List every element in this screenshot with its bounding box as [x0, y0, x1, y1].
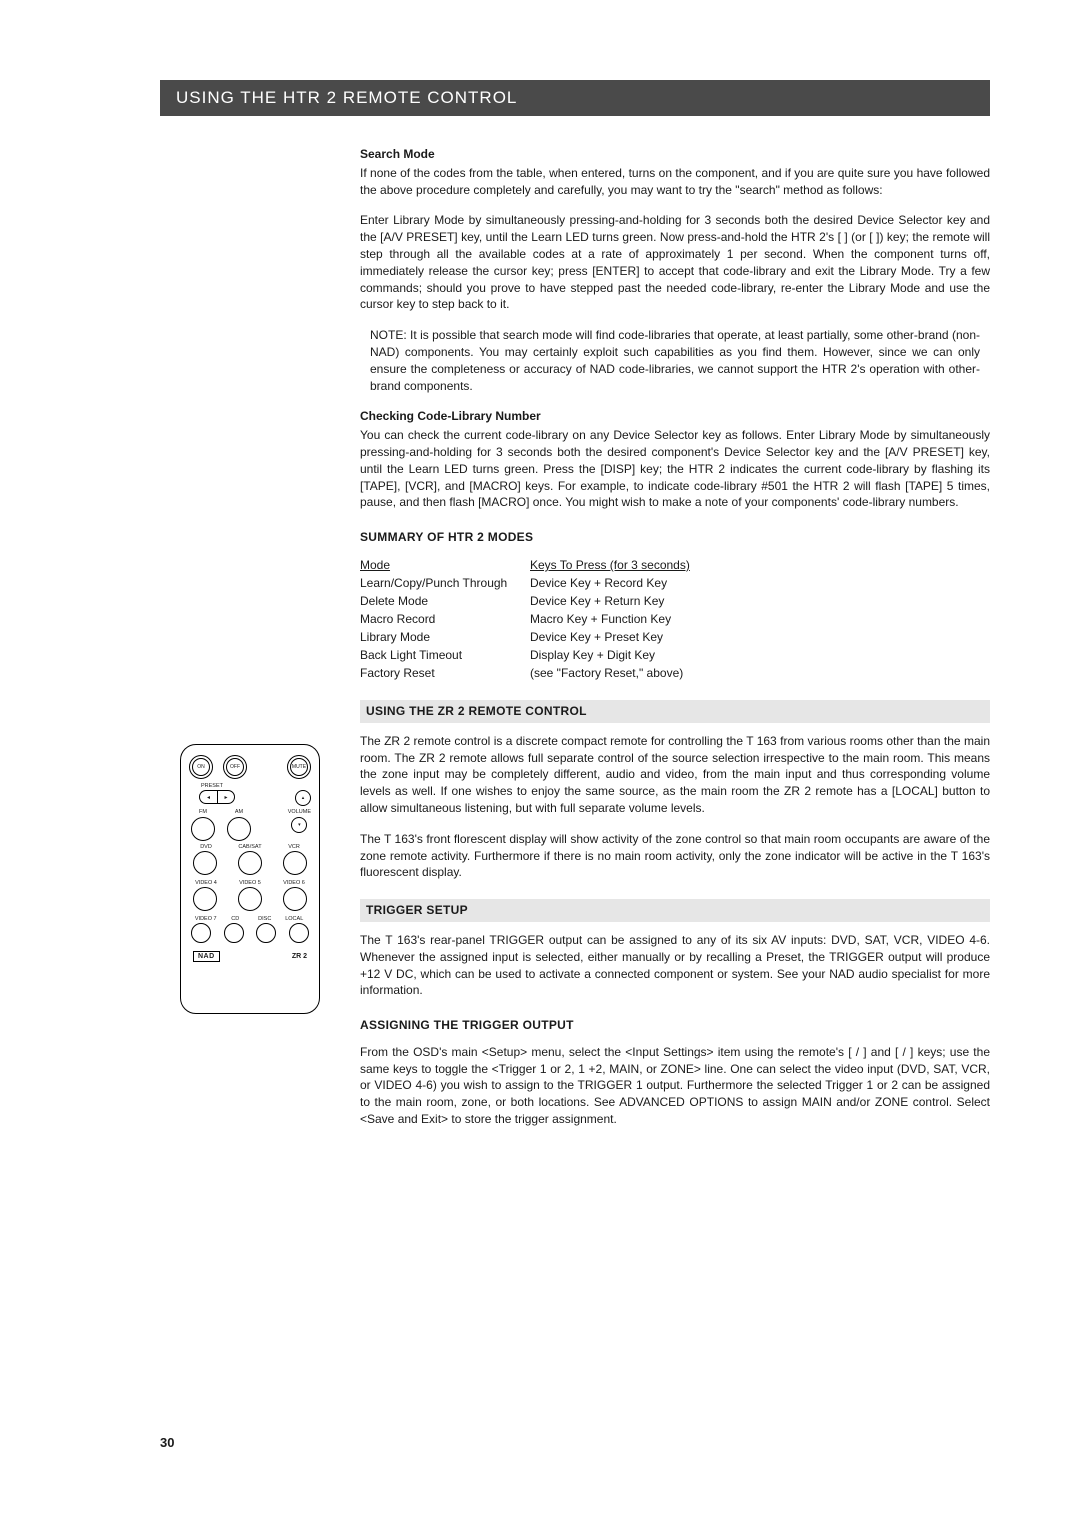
off-button: OFF	[223, 755, 247, 779]
mode-row-c2: Display Key + Digit Key	[530, 646, 990, 664]
note-lead: NOTE:	[370, 328, 407, 342]
modes-col1-head: Mode	[360, 556, 530, 574]
vol-up-button: ▴	[295, 790, 311, 806]
mode-row-c2: Device Key + Record Key	[530, 574, 990, 592]
am-label: AM	[235, 809, 243, 815]
preset-right-button: ▸	[217, 790, 235, 804]
vcr-label: VCR	[279, 844, 309, 850]
local-button	[289, 923, 309, 943]
trigger-body: The T 163's rear-panel TRIGGER output ca…	[360, 932, 990, 999]
volume-label: VOLUME	[288, 809, 311, 815]
local-label: LOCAL	[280, 916, 310, 922]
modes-table: Mode Keys To Press (for 3 seconds) Learn…	[360, 556, 990, 682]
zr2-heading: USING THE ZR 2 REMOTE CONTROL	[360, 700, 990, 723]
zr2-p1: The ZR 2 remote control is a discrete co…	[360, 733, 990, 817]
v4-button	[193, 887, 217, 911]
mode-row-c1: Delete Mode	[360, 592, 530, 610]
mode-row-c1: Back Light Timeout	[360, 646, 530, 664]
vol-down-button: ▾	[291, 817, 307, 833]
summary-heading: SUMMARY OF HTR 2 MODES	[360, 529, 990, 546]
v5-button	[238, 887, 262, 911]
v6-button	[283, 887, 307, 911]
trigger-heading: TRIGGER SETUP	[360, 899, 990, 922]
fm-label: FM	[199, 809, 207, 815]
content-column: Search Mode If none of the codes from th…	[360, 146, 990, 1128]
fm-button	[191, 817, 215, 841]
preset-label: PRESET	[201, 783, 251, 789]
cd-label: CD	[221, 916, 251, 922]
search-mode-heading: Search Mode	[360, 146, 990, 163]
v6-label: VIDEO 6	[279, 880, 309, 886]
assign-body: From the OSD's main <Setup> menu, select…	[360, 1044, 990, 1128]
preset-left-button: ◂	[199, 790, 217, 804]
mode-row-c2: (see "Factory Reset," above)	[530, 664, 990, 682]
page-number: 30	[160, 1435, 174, 1450]
cd-button	[224, 923, 244, 943]
check-lib-body: You can check the current code-library o…	[360, 427, 990, 511]
v5-label: VIDEO 5	[235, 880, 265, 886]
modes-col2-head: Keys To Press (for 3 seconds)	[530, 556, 990, 574]
mode-row-c1: Learn/Copy/Punch Through	[360, 574, 530, 592]
assign-heading: ASSIGNING THE TRIGGER OUTPUT	[360, 1017, 990, 1034]
check-lib-heading: Checking Code-Library Number	[360, 408, 990, 425]
mode-row-c2: Device Key + Return Key	[530, 592, 990, 610]
mode-row-c1: Library Mode	[360, 628, 530, 646]
v7-button	[191, 923, 211, 943]
zr2-remote-diagram: ON OFF MUTE PRESET ◂ ▸ ▴ FM AM VOLUME ▾ D…	[180, 744, 320, 1014]
note-block: NOTE: It is possible that search mode wi…	[360, 327, 990, 394]
dvd-button	[193, 851, 217, 875]
nad-brand: NAD	[193, 951, 220, 962]
on-button: ON	[189, 755, 213, 779]
disc-label: DISC	[250, 916, 280, 922]
cabsat-button	[238, 851, 262, 875]
zr2-p2: The T 163's front florescent display wil…	[360, 831, 990, 881]
mode-row-c1: Factory Reset	[360, 664, 530, 682]
zr2-model: ZR 2	[292, 953, 307, 960]
mode-row-c2: Macro Key + Function Key	[530, 610, 990, 628]
cabsat-label: CAB/SAT	[235, 844, 265, 850]
mode-row-c2: Device Key + Preset Key	[530, 628, 990, 646]
page-title-bar: USING THE HTR 2 REMOTE CONTROL	[160, 80, 990, 116]
v4-label: VIDEO 4	[191, 880, 221, 886]
v7-label: VIDEO 7	[191, 916, 221, 922]
note-body: It is possible that search mode will fin…	[370, 328, 980, 392]
mute-button: MUTE	[287, 755, 311, 779]
search-mode-p2: Enter Library Mode by simultaneously pre…	[360, 212, 990, 313]
dvd-label: DVD	[191, 844, 221, 850]
am-button	[227, 817, 251, 841]
vcr-button	[283, 851, 307, 875]
search-mode-p1: If none of the codes from the table, whe…	[360, 165, 990, 199]
disc-button	[256, 923, 276, 943]
mode-row-c1: Macro Record	[360, 610, 530, 628]
